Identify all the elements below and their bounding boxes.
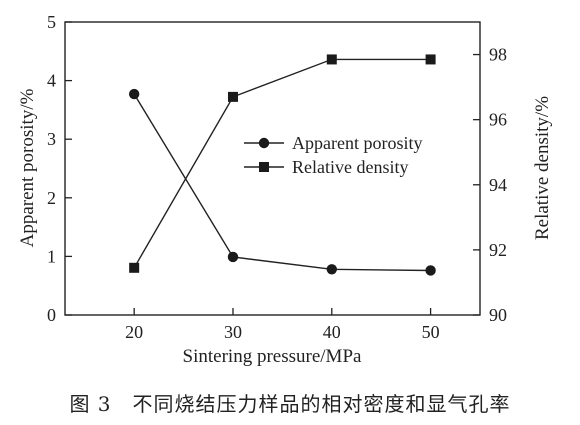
left-tick-label: 3: [47, 129, 56, 149]
legend: Apparent porosity Relative density: [244, 133, 422, 177]
plot-frame: [64, 21, 481, 316]
data-point-square: [227, 91, 238, 102]
right-tick-label: 98: [489, 45, 507, 65]
legend-label: Relative density: [292, 157, 408, 177]
right-tick-label: 94: [489, 175, 507, 195]
x-tick-label: 30: [224, 322, 242, 342]
data-point-circle: [326, 264, 337, 275]
x-tick-label: 50: [422, 322, 440, 342]
right-tick-label: 92: [489, 240, 507, 260]
left-tick-label: 5: [47, 12, 56, 32]
series-line-1: [133, 93, 431, 272]
right-axis-ticks: 90 92 94 96 98: [473, 45, 507, 325]
left-tick-label: 1: [47, 246, 56, 266]
right-tick-label: 90: [489, 305, 507, 325]
legend-marker-circle: [258, 137, 270, 149]
x-axis-ticks: 20 30 40 50: [125, 308, 440, 342]
legend-marker-square: [259, 162, 269, 172]
data-point-circle: [425, 265, 436, 276]
left-tick-label: 0: [47, 305, 56, 325]
left-tick-label: 4: [47, 71, 56, 91]
data-point-square: [425, 54, 436, 65]
series-layer: [128, 54, 436, 276]
data-point-circle: [128, 88, 140, 100]
legend-label: Apparent porosity: [292, 133, 422, 153]
x-axis-label: Sintering pressure/MPa: [183, 346, 362, 367]
right-tick-label: 96: [489, 110, 507, 130]
left-tick-label: 2: [47, 188, 56, 208]
data-point-square: [326, 54, 337, 65]
data-point-circle: [227, 251, 239, 263]
series-line-2: [133, 58, 431, 269]
x-tick-label: 40: [323, 322, 341, 342]
right-axis-label: Relative density/%: [532, 96, 553, 240]
x-tick-label: 20: [125, 322, 143, 342]
left-axis-label: Apparent porosity/%: [17, 88, 38, 247]
figure-caption: 图 3 不同烧结压力样品的相对密度和显气孔率: [69, 392, 511, 416]
data-point-square: [129, 262, 140, 273]
left-axis-ticks: 0 1 2 3 4 5: [47, 12, 72, 325]
